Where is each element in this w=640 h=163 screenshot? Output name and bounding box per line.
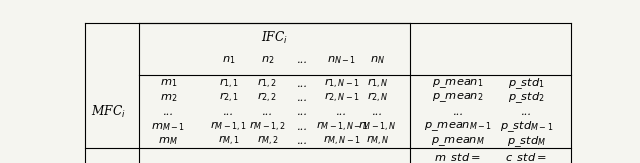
Text: $m_2$: $m_2$ [159,92,177,104]
Text: $m_{M-1}$: $m_{M-1}$ [151,121,186,133]
Text: ...: ... [297,55,308,65]
Text: $r_{M,N-1}$: $r_{M,N-1}$ [323,134,361,148]
Text: IFC$_i$: IFC$_i$ [260,30,288,46]
Text: ...: ... [337,107,348,117]
Text: $n_N$: $n_N$ [370,54,385,66]
Text: $n_2$: $n_2$ [260,54,275,66]
Text: $r_{M,N}$: $r_{M,N}$ [366,134,389,148]
Text: $p\_std_{M-1}$: $p\_std_{M-1}$ [500,119,553,134]
Text: $r_{M-1,1}$: $r_{M-1,1}$ [211,120,247,134]
Text: $p\_std_M$: $p\_std_M$ [507,134,546,149]
Text: $r_{2,2}$: $r_{2,2}$ [257,91,278,105]
Text: $r_{M,2}$: $r_{M,2}$ [257,134,278,148]
Text: ...: ... [297,136,308,146]
Text: $r_{M-1,N-1}$: $r_{M-1,N-1}$ [316,120,368,134]
Text: $p\_mean_{M-1}$: $p\_mean_{M-1}$ [424,120,492,133]
Text: $r_{1,N-1}$: $r_{1,N-1}$ [324,76,360,91]
Text: $p\_std_2$: $p\_std_2$ [508,91,545,105]
Text: $m_1$: $m_1$ [159,78,177,89]
Text: $r_{2,N-1}$: $r_{2,N-1}$ [324,91,360,105]
Text: ...: ... [297,107,308,117]
Text: ...: ... [297,79,308,89]
Text: $r_{2,1}$: $r_{2,1}$ [219,91,239,105]
Text: ...: ... [297,93,308,103]
Text: $p\_mean_1$: $p\_mean_1$ [432,77,484,90]
Text: $r_{2,N}$: $r_{2,N}$ [367,91,388,105]
Text: $n_1$: $n_1$ [222,54,236,66]
Text: ...: ... [452,107,463,117]
Text: $r_{M-1,2}$: $r_{M-1,2}$ [249,120,286,134]
Text: $r_{1,N}$: $r_{1,N}$ [367,76,388,91]
Text: ...: ... [262,107,273,117]
Text: $r_{M,1}$: $r_{M,1}$ [218,134,240,148]
Text: ...: ... [223,107,234,117]
Text: $p\_mean_2$: $p\_mean_2$ [432,92,484,104]
Text: ...: ... [372,107,383,117]
Text: $m\_std =$: $m\_std =$ [435,151,481,163]
Text: $p\_std_1$: $p\_std_1$ [508,76,545,91]
Text: ...: ... [163,107,173,117]
Text: $n_{N-1}$: $n_{N-1}$ [327,54,356,66]
Text: ...: ... [297,122,308,132]
Text: MFC$_i$: MFC$_i$ [91,104,125,120]
Text: $r_{1,1}$: $r_{1,1}$ [219,76,239,91]
Text: $m_M$: $m_M$ [159,135,178,147]
Text: ...: ... [521,107,532,117]
Text: $r_{1,2}$: $r_{1,2}$ [257,76,278,91]
Text: $p\_mean_M$: $p\_mean_M$ [431,135,485,148]
Text: $c\_std =$: $c\_std =$ [506,151,547,163]
Text: $r_{M-1,N}$: $r_{M-1,N}$ [358,120,397,134]
